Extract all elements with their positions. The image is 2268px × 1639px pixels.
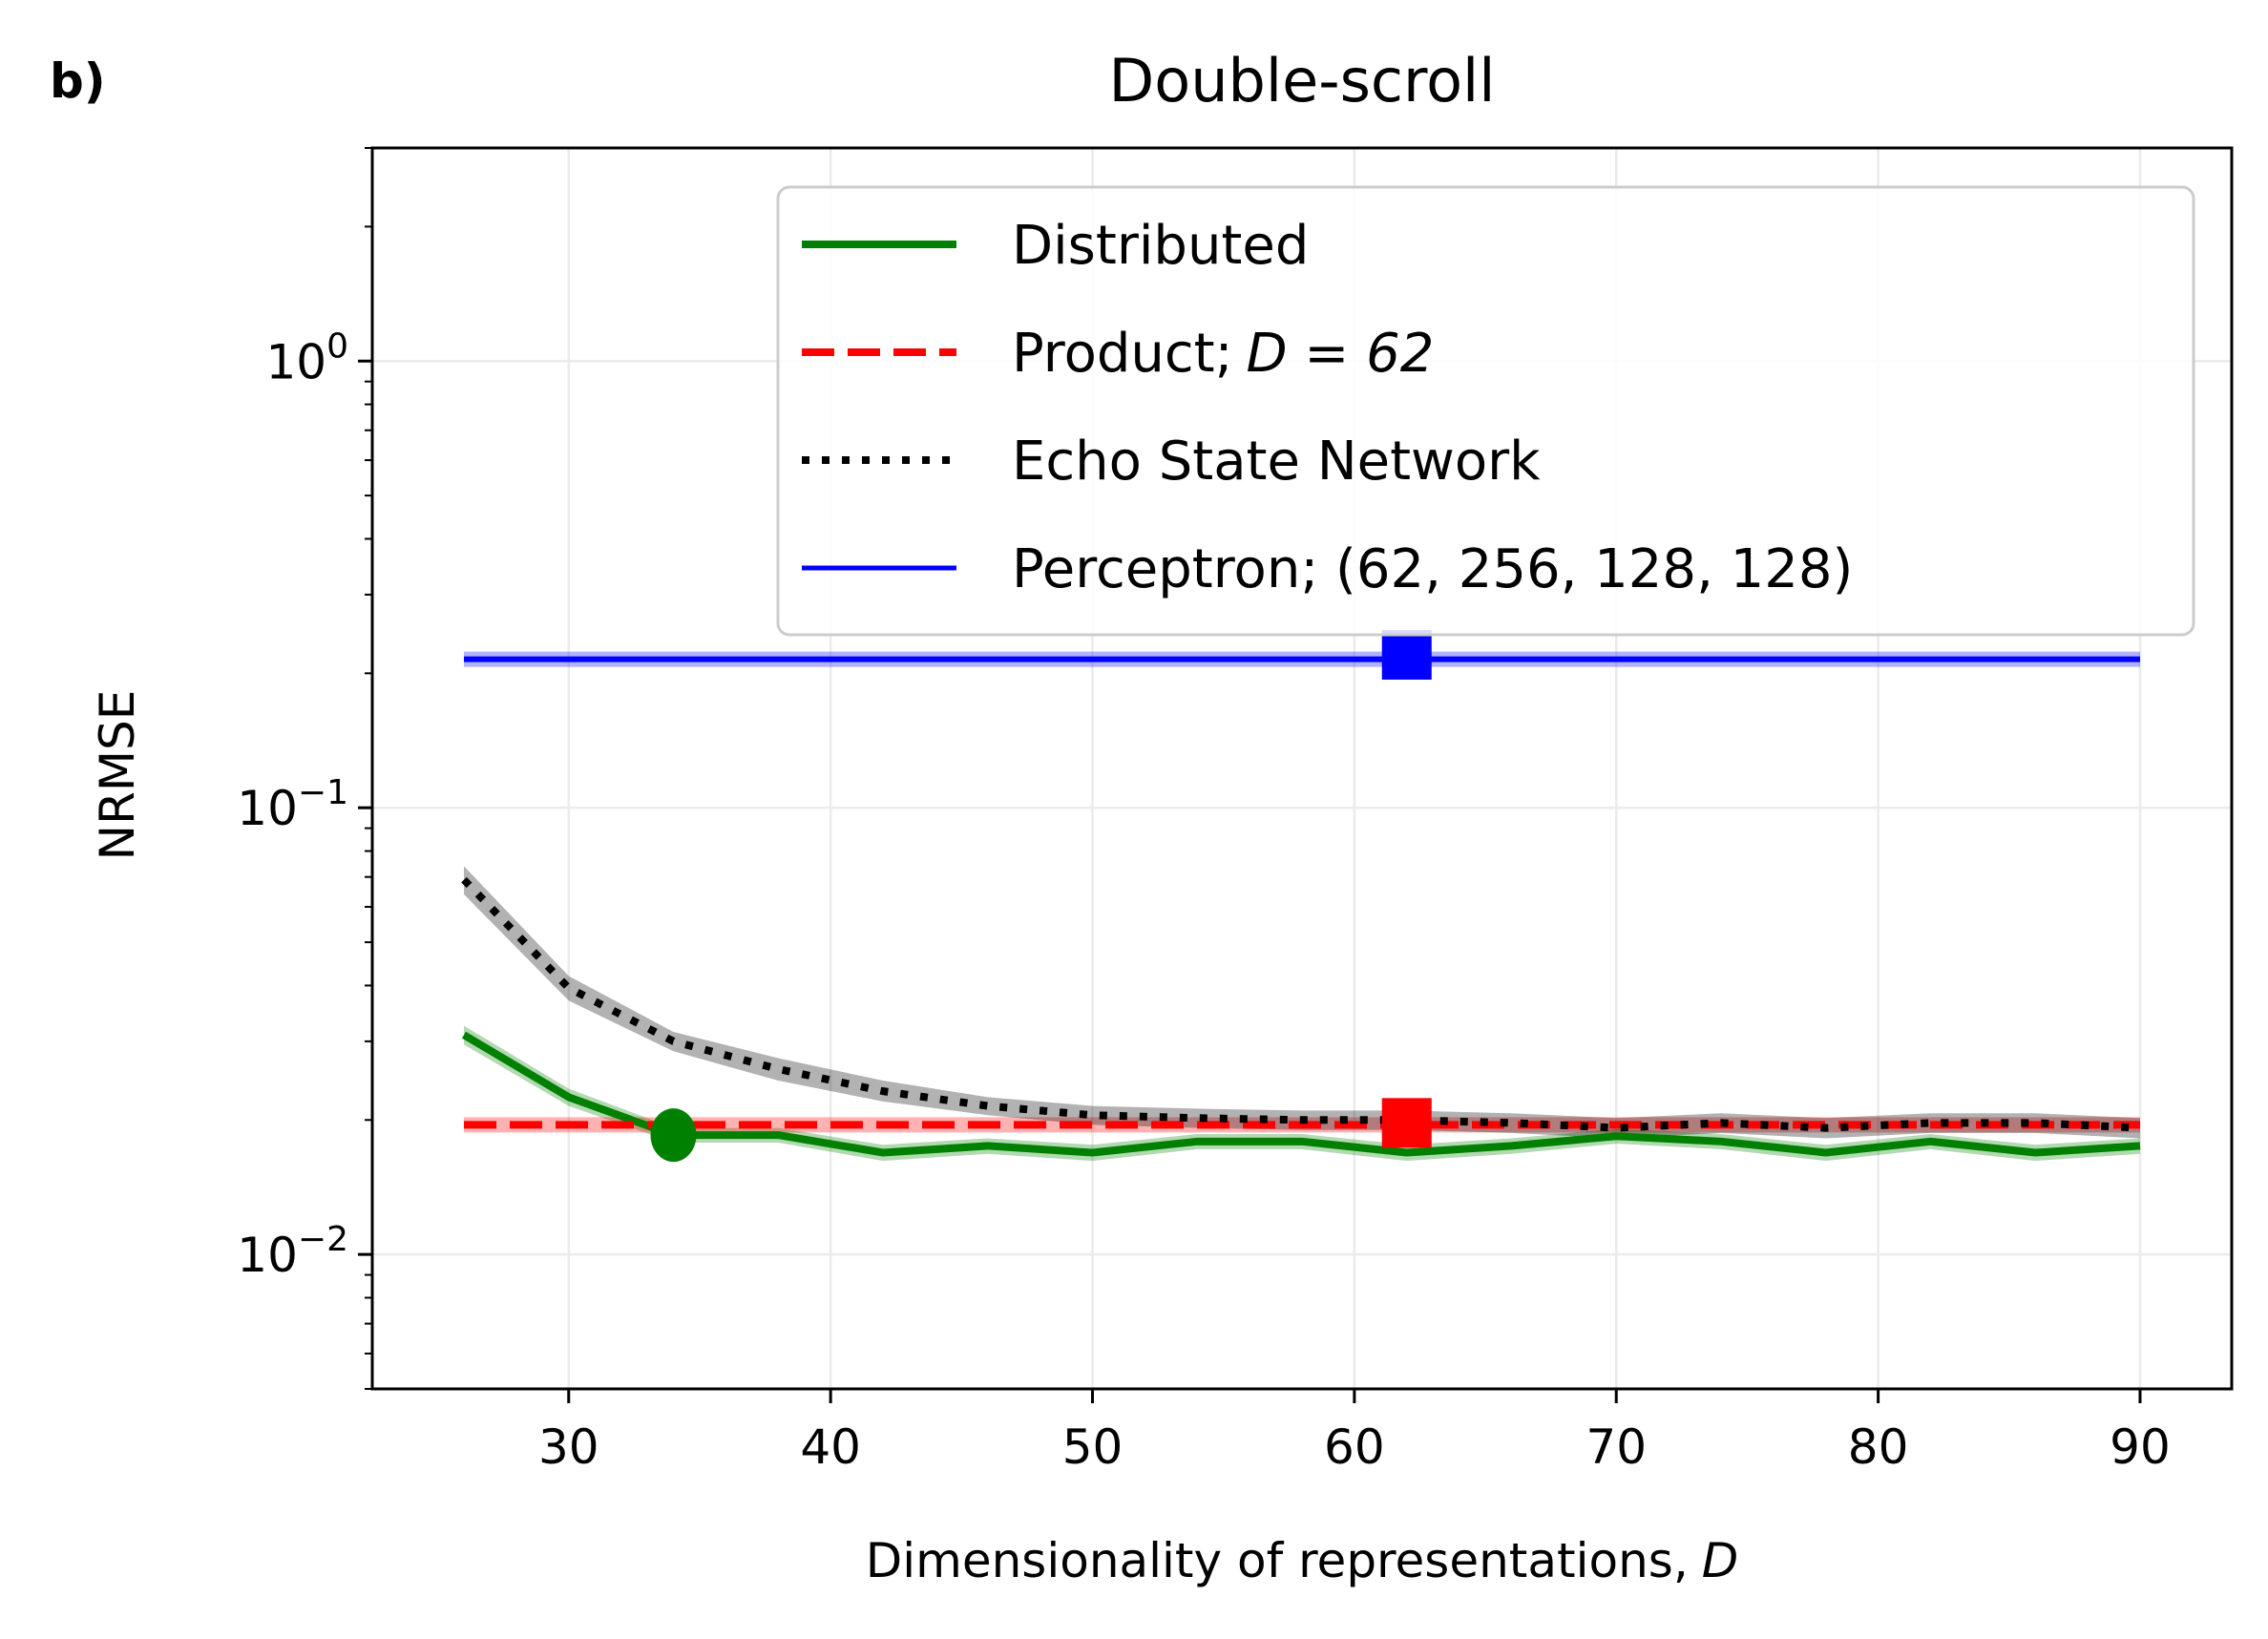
series-lines <box>461 656 2141 1157</box>
x-tick-label: 60 <box>1324 1419 1385 1475</box>
panel-label: b) <box>50 53 106 109</box>
x-tick-label: 90 <box>2110 1419 2171 1475</box>
y-tick-exponent: −2 <box>298 1220 348 1259</box>
x-tick-label: 50 <box>1062 1419 1124 1475</box>
confidence-bands <box>464 651 2140 1162</box>
y-tick-base: 10 <box>265 334 326 389</box>
marker-perceptron-62-256-128-128 <box>1381 629 1432 680</box>
y-tick-base: 10 <box>237 781 298 836</box>
line-echo-state-network <box>461 876 2141 1132</box>
x-axis-label: Dimensionality of representations, D <box>866 1533 1739 1588</box>
y-tick-base: 10 <box>237 1228 298 1283</box>
legend-label-perceptron: Perceptron; (62, 256, 128, 128) <box>1012 538 1853 600</box>
plot-area-frame <box>370 146 2234 1391</box>
x-tick-label: 30 <box>538 1419 599 1475</box>
legend-label-product-math: D = 62 <box>1247 323 1435 385</box>
x-axis-label-var: D <box>1702 1533 1739 1588</box>
x-tick-label: 80 <box>1848 1419 1909 1475</box>
y-tick-label: 10−1 <box>237 773 348 836</box>
legend-label-product: Product; D = 62 <box>1012 323 1434 385</box>
x-tick-label: 70 <box>1586 1419 1647 1475</box>
series-markers <box>650 629 1432 1163</box>
line-distributed <box>461 1031 2141 1157</box>
marker-distributed <box>650 1108 697 1163</box>
x-tick-label: 40 <box>800 1419 861 1475</box>
legend-label-esn: Echo State Network <box>1012 431 1541 493</box>
y-tick-exponent: −1 <box>298 773 348 812</box>
legend: Distributed Product; D = 62 Echo State Ne… <box>776 185 2195 637</box>
marker-product <box>1381 1098 1432 1148</box>
legend-box <box>776 185 2195 637</box>
band-echo-state-network <box>464 866 2140 1139</box>
chart-title: Double-scroll <box>1109 46 1496 116</box>
y-axis-label: NRMSE <box>90 690 145 861</box>
y-tick-label: 100 <box>265 326 348 389</box>
y-tick-exponent: 0 <box>326 326 348 366</box>
y-tick-label: 10−2 <box>237 1220 348 1283</box>
legend-label-product-text: Product; <box>1012 323 1233 385</box>
x-axis-label-text: Dimensionality of representations, <box>866 1533 1689 1588</box>
legend-label-distributed: Distributed <box>1012 215 1309 277</box>
